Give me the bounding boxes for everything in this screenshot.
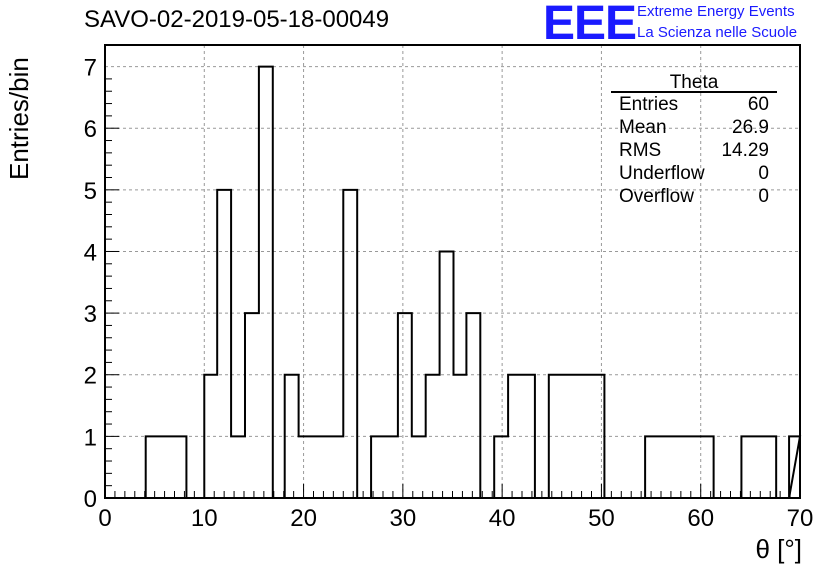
y-tick-label: 2 (84, 363, 97, 390)
y-tick-label: 0 (84, 486, 97, 513)
stats-label-underflow: Underflow (619, 163, 705, 184)
histogram-outline (144, 65, 802, 499)
histogram-bar (217, 190, 231, 498)
y-tick-label: 1 (84, 424, 97, 451)
histogram-bar (343, 190, 357, 498)
histogram-bar (741, 436, 776, 498)
histogram-bar (466, 313, 480, 498)
logo-subtitle-2: La Scienza nelle Scuole (637, 24, 798, 41)
stats-value-underflow: 0 (758, 163, 769, 184)
stats-label-entries: Entries (619, 94, 678, 115)
y-tick-label: 3 (84, 301, 97, 328)
chart-title: SAVO-02-2019-05-18-00049 (84, 6, 390, 33)
x-axis-label: θ [°] (755, 534, 802, 564)
stats-value-entries: 60 (748, 94, 769, 115)
stats-label-rms: RMS (619, 140, 661, 161)
x-tick-label: 70 (787, 505, 814, 532)
histogram-bar (245, 313, 259, 498)
histogram-bar (412, 436, 426, 498)
x-tick-label: 50 (588, 505, 615, 532)
stats-box-title: Theta (670, 72, 719, 93)
x-tick-label: 30 (390, 505, 417, 532)
histogram-bar (146, 436, 187, 498)
stats-value-overflow: 0 (758, 186, 769, 207)
histogram-bar (645, 436, 714, 498)
y-tick-label: 7 (84, 55, 97, 82)
x-tick-label: 20 (290, 505, 317, 532)
histogram-bar (398, 313, 412, 498)
histogram-bar (259, 67, 273, 498)
stats-value-rms: 14.29 (721, 140, 769, 161)
x-tick-label: 40 (489, 505, 516, 532)
histogram-bar (299, 436, 344, 498)
histogram-bar (494, 436, 508, 498)
histogram-bar (231, 436, 245, 498)
logo-subtitle-1: Extreme Energy Events (637, 3, 795, 20)
stats-label-overflow: Overflow (619, 186, 694, 207)
y-axis-label: Entries/bin (4, 57, 34, 180)
stats-value-mean: 26.9 (732, 117, 769, 138)
y-tick-label: 4 (84, 239, 97, 266)
x-tick-label: 60 (687, 505, 714, 532)
x-tick-label: 0 (98, 505, 111, 532)
x-tick-label: 10 (191, 505, 218, 532)
y-tick-label: 6 (84, 116, 97, 143)
y-tick-label: 5 (84, 178, 97, 205)
eee-logo: EEE (543, 0, 637, 50)
stats-label-mean: Mean (619, 117, 667, 138)
histogram-bar (371, 436, 398, 498)
